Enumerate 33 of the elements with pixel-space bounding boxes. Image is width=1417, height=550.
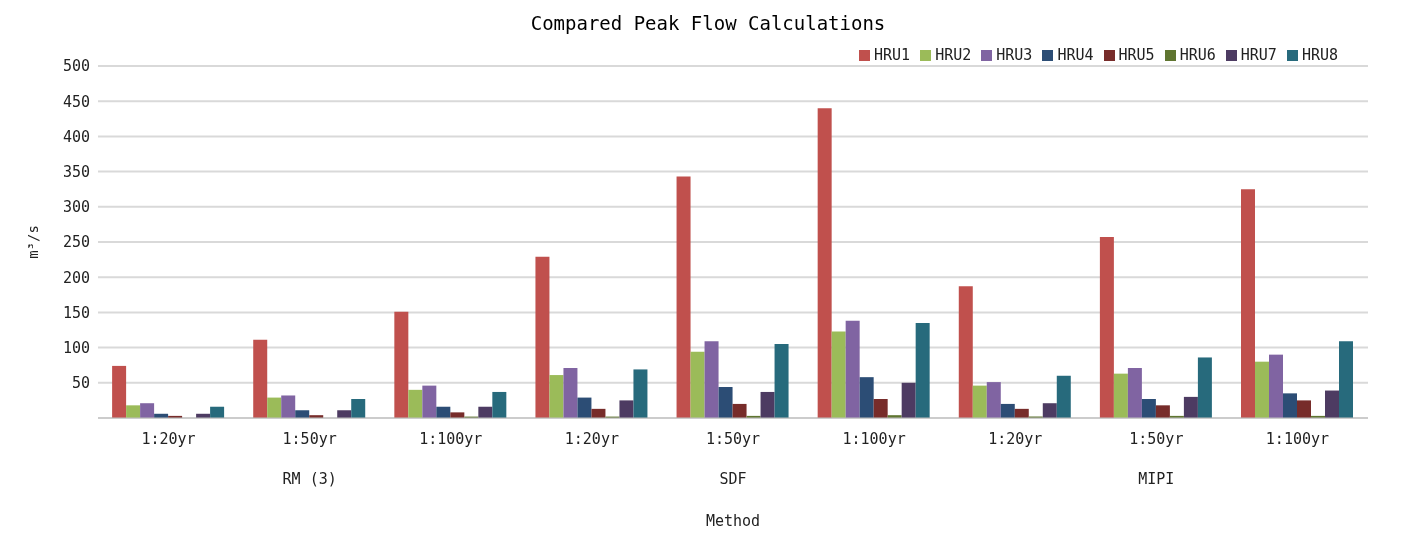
y-tick-label: 350 [62,162,90,181]
y-tick-label: 450 [62,92,90,111]
text: RM (3) [282,470,337,488]
legend-label: HRU8 [1301,46,1338,64]
legend-label: HRU3 [996,46,1033,64]
y-tick-label: 500 [62,57,90,76]
y-tick-label: 300 [62,198,90,217]
x-tick-label: 1:50yr [705,430,761,448]
x-axis-title: Method [705,512,761,530]
chart-title: Compared Peak Flow Calculations [529,11,887,36]
legend-label: HRU4 [1057,46,1094,64]
x-tick-label: 1:20yr [564,430,619,448]
x-tick-label: 1:20yr [988,430,1043,448]
x-tick-label: 1:100yr [1265,430,1330,448]
y-tick-label: 50 [71,374,90,393]
legend-label: HRU1 [874,46,911,64]
y-tick-label: 200 [62,268,90,287]
y-tick-label: 100 [62,338,90,357]
text: MIPI [1138,470,1175,488]
y-tick-label: 250 [62,233,90,252]
legend-label: HRU5 [1118,46,1155,64]
text: SDF [719,470,747,488]
x-tick-label: 1:100yr [842,430,906,448]
y-tick-label: 400 [62,127,90,146]
x-tick-label: 1:100yr [419,430,483,448]
y-axis-title: m³/s [24,225,41,259]
x-tick-label: 1:50yr [282,430,337,448]
legend-label: HRU2 [935,46,972,64]
x-tick-label: 1:20yr [141,430,196,448]
legend-label: HRU7 [1240,46,1277,64]
x-tick-label: 1:50yr [1129,430,1184,448]
legend-label: HRU6 [1179,46,1216,64]
y-tick-label: 150 [62,303,90,322]
